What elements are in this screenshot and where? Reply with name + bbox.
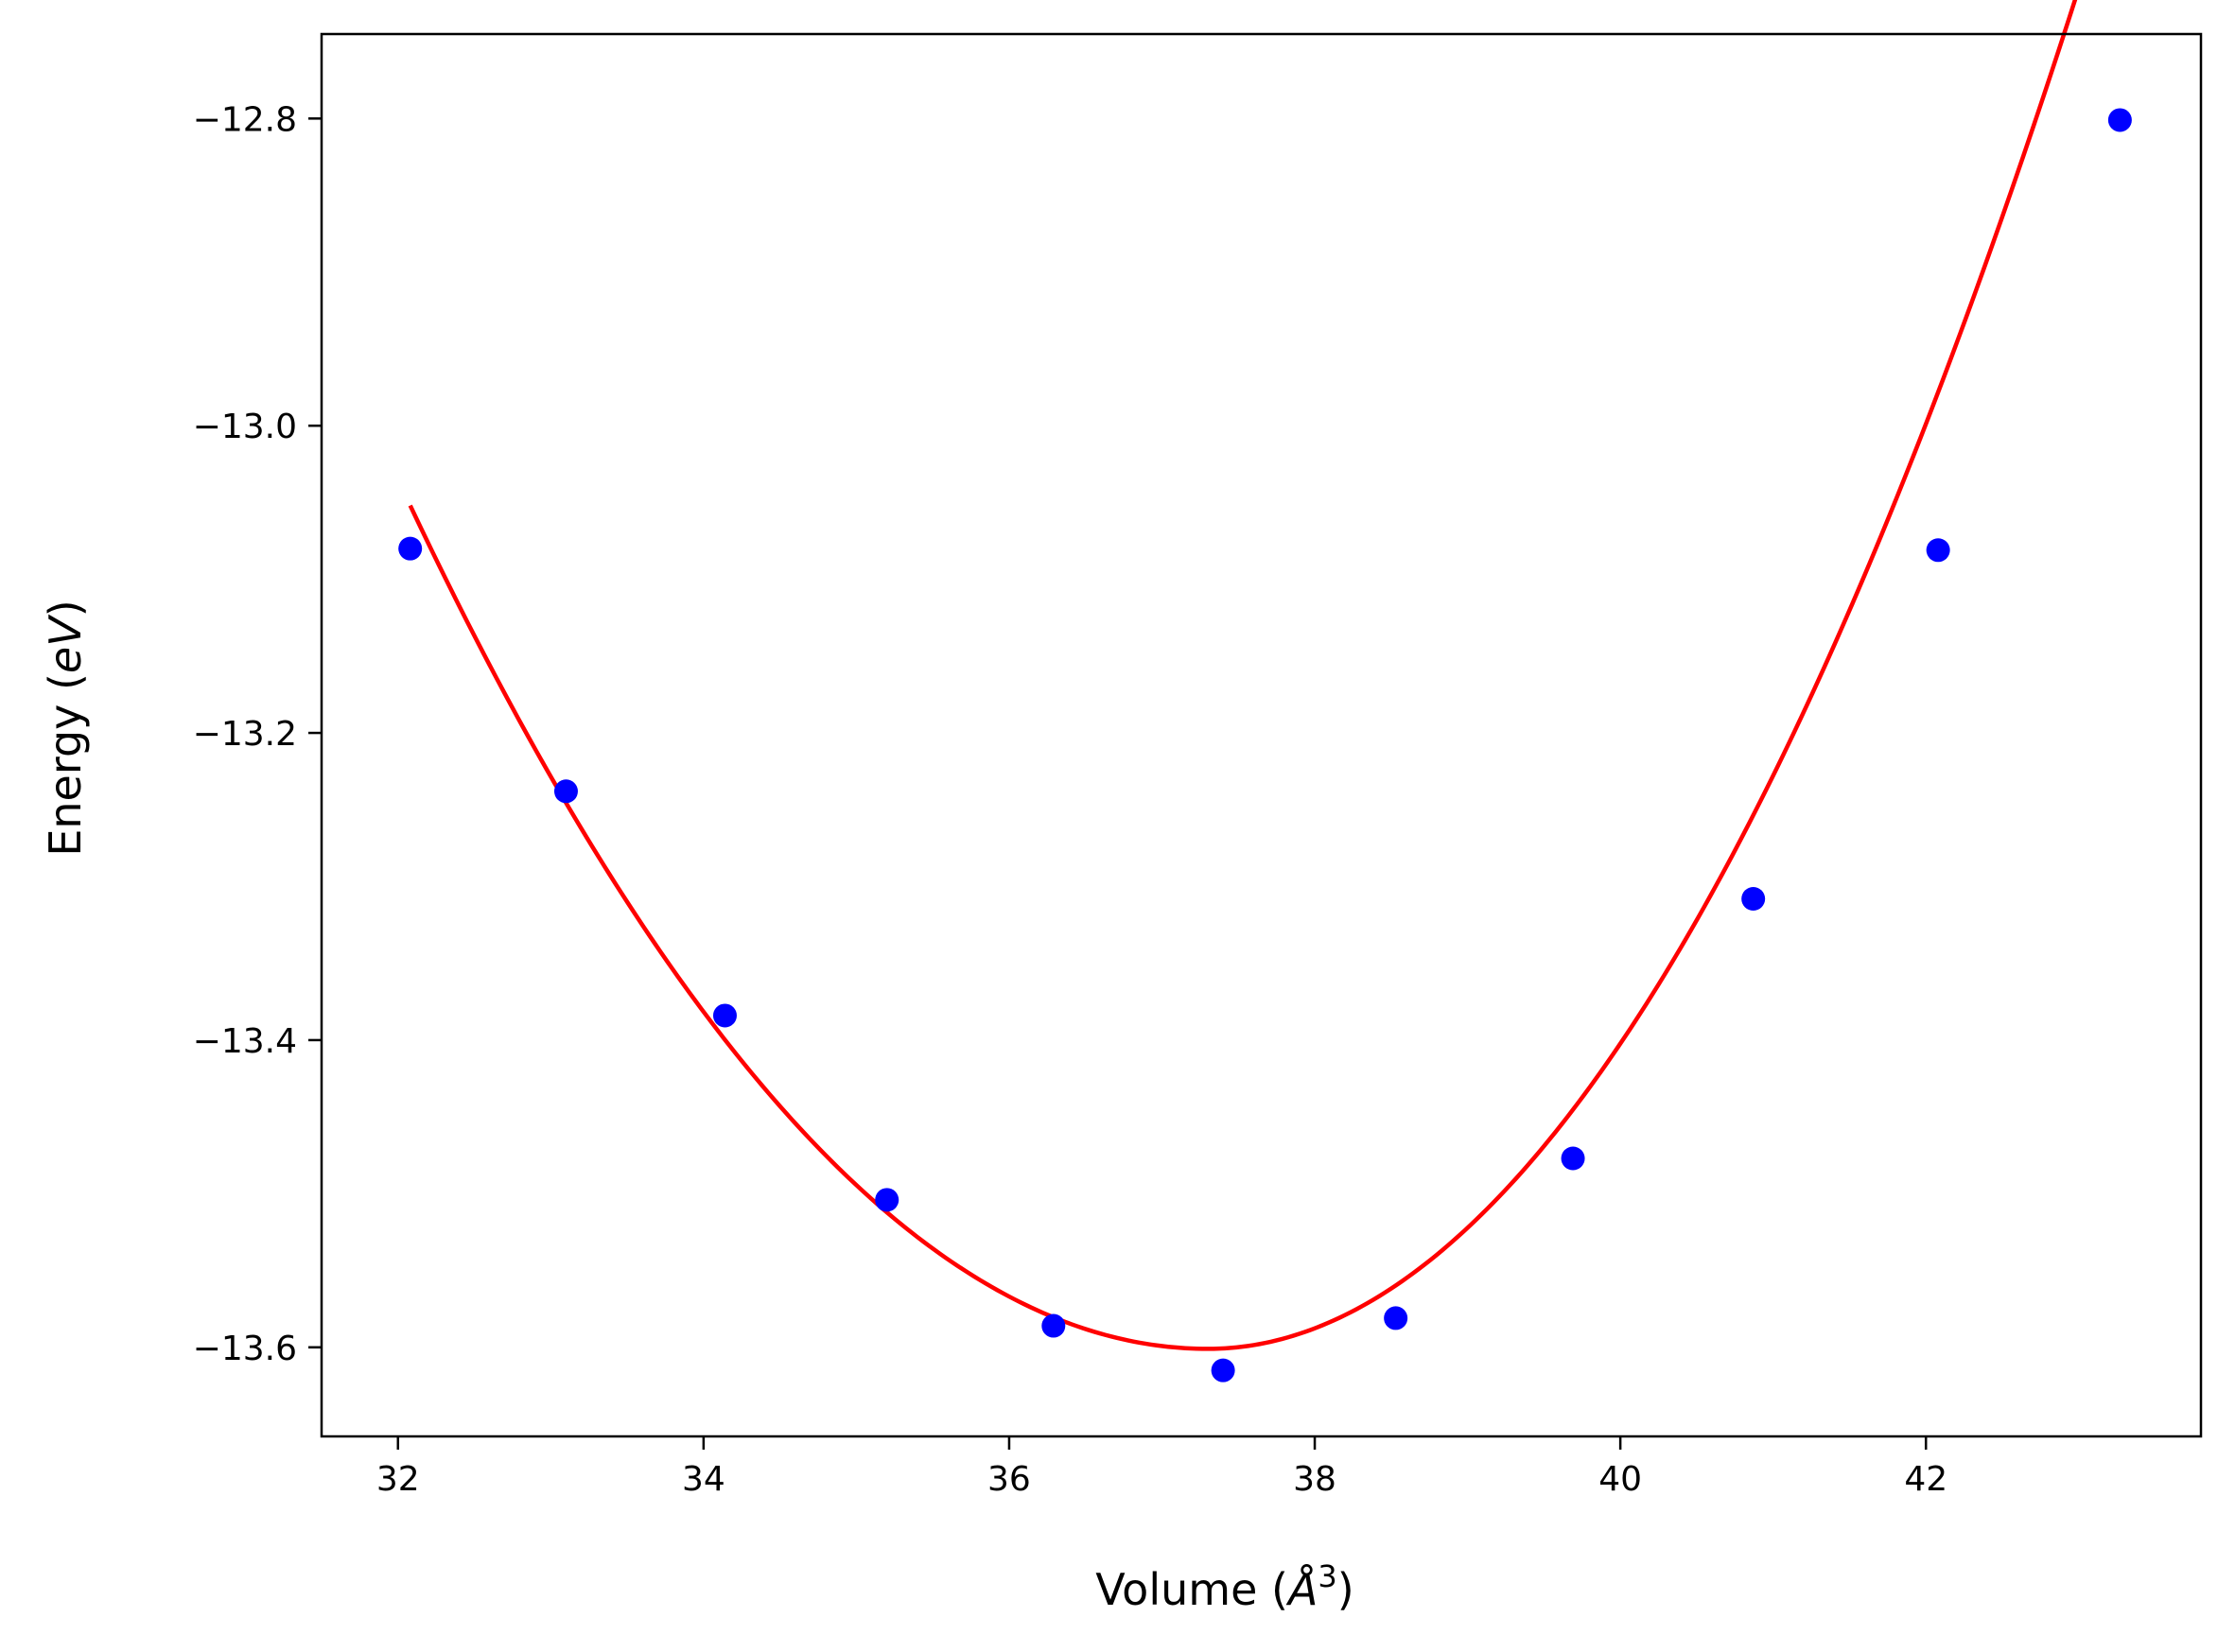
data-point bbox=[1041, 1313, 1066, 1338]
data-point bbox=[875, 1188, 899, 1212]
data-point bbox=[1561, 1146, 1585, 1171]
data-point bbox=[712, 1003, 737, 1028]
y-tick-label: −13.4 bbox=[193, 1022, 297, 1061]
x-tick-label: 40 bbox=[1598, 1460, 1642, 1499]
y-tick-label: −13.0 bbox=[193, 408, 297, 446]
x-tick-label: 36 bbox=[987, 1460, 1031, 1499]
plot-frame bbox=[320, 32, 2203, 1438]
y-tick-label: −13.2 bbox=[193, 715, 297, 754]
data-point bbox=[1926, 538, 1950, 563]
x-tick-label: 38 bbox=[1293, 1460, 1336, 1499]
x-tick-label: 42 bbox=[1904, 1460, 1947, 1499]
data-point bbox=[1384, 1306, 1408, 1330]
data-point bbox=[1211, 1358, 1235, 1382]
data-point bbox=[1741, 886, 1766, 911]
y-axis-label: Energy (eV) bbox=[40, 600, 91, 856]
y-tick-label: −13.6 bbox=[193, 1330, 297, 1368]
x-tick-label: 32 bbox=[376, 1460, 420, 1499]
y-tick-label: −12.8 bbox=[193, 100, 297, 139]
data-point bbox=[2107, 108, 2132, 132]
data-point bbox=[553, 779, 578, 804]
data-point bbox=[398, 536, 423, 561]
plot-content bbox=[398, 0, 2132, 1382]
fit-curve-line bbox=[408, 0, 2078, 1351]
x-tick-label: 34 bbox=[682, 1460, 725, 1499]
axes: 32 34 36 38 40 42 −12.8 −13.0 −13.2 −13.4 −13.6 bbox=[193, 32, 2203, 1499]
x-axis-label: Volume (Å3) bbox=[1095, 1558, 1353, 1615]
